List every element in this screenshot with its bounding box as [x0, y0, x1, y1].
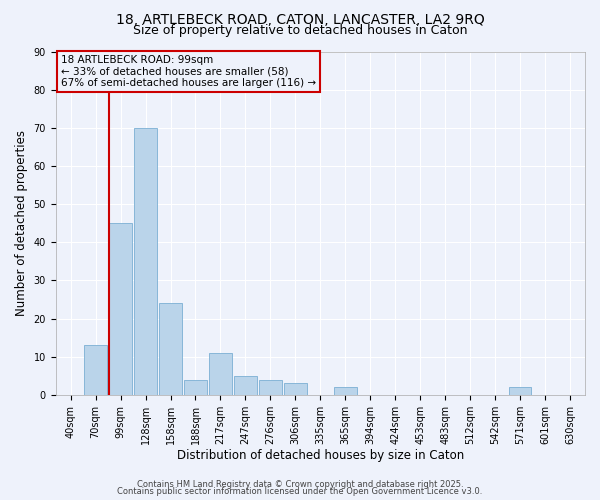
X-axis label: Distribution of detached houses by size in Caton: Distribution of detached houses by size … [177, 450, 464, 462]
Y-axis label: Number of detached properties: Number of detached properties [15, 130, 28, 316]
Bar [109, 223, 132, 395]
Bar [334, 387, 356, 395]
Bar [509, 387, 532, 395]
Text: 18 ARTLEBECK ROAD: 99sqm
← 33% of detached houses are smaller (58)
67% of semi-d: 18 ARTLEBECK ROAD: 99sqm ← 33% of detach… [61, 55, 316, 88]
Bar [85, 346, 107, 395]
Bar [184, 380, 207, 395]
Bar [234, 376, 257, 395]
Text: Contains public sector information licensed under the Open Government Licence v3: Contains public sector information licen… [118, 488, 482, 496]
Bar [209, 353, 232, 395]
Bar [134, 128, 157, 395]
Text: Size of property relative to detached houses in Caton: Size of property relative to detached ho… [133, 24, 467, 37]
Text: 18, ARTLEBECK ROAD, CATON, LANCASTER, LA2 9RQ: 18, ARTLEBECK ROAD, CATON, LANCASTER, LA… [116, 12, 484, 26]
Bar [159, 304, 182, 395]
Bar [284, 384, 307, 395]
Text: Contains HM Land Registry data © Crown copyright and database right 2025.: Contains HM Land Registry data © Crown c… [137, 480, 463, 489]
Bar [259, 380, 281, 395]
